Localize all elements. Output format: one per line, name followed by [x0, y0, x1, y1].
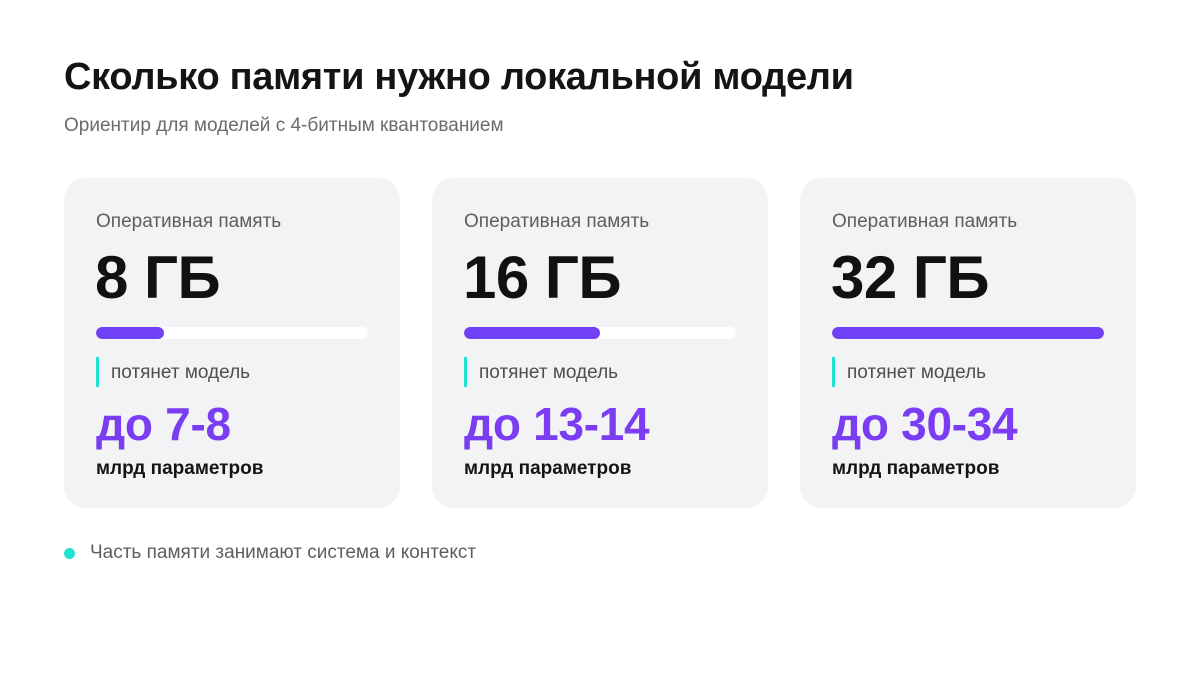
- footnote: Часть памяти занимают система и контекст: [64, 540, 476, 566]
- ram-label: Оперативная память: [464, 211, 650, 232]
- accent-line: [464, 357, 467, 387]
- page-title: Сколько памяти нужно локальной модели: [64, 56, 854, 98]
- accent-line: [832, 357, 835, 387]
- ram-amount: 32 ГБ: [831, 244, 990, 311]
- model-size-range: до 7-8: [96, 398, 231, 450]
- dot-icon: [64, 547, 75, 559]
- ram-bar-track: [832, 327, 1104, 339]
- footnote-text: Часть памяти занимают система и контекст: [90, 542, 477, 563]
- model-size-unit: млрд параметров: [96, 458, 264, 479]
- ram-bar-fill: [96, 327, 164, 339]
- ram-bar-fill: [464, 327, 600, 339]
- memory-card-32gb: Оперативная память 32 ГБ потянет модель …: [800, 178, 1136, 508]
- page-subtitle: Ориентир для моделей с 4-битным квантова…: [64, 115, 504, 136]
- model-size-range: до 30-34: [832, 398, 1018, 450]
- model-size-unit: млрд параметров: [832, 458, 1000, 479]
- model-caption: потянет модель: [479, 362, 619, 383]
- model-caption: потянет модель: [111, 362, 251, 383]
- model-size-range: до 13-14: [464, 398, 650, 450]
- ram-bar-fill: [832, 327, 1104, 339]
- ram-amount: 16 ГБ: [463, 244, 622, 311]
- accent-line: [96, 357, 99, 387]
- ram-label: Оперативная память: [96, 211, 282, 232]
- memory-cards: Оперативная память 8 ГБ потянет модель д…: [64, 178, 1136, 508]
- model-caption: потянет модель: [847, 362, 987, 383]
- memory-card-8gb: Оперативная память 8 ГБ потянет модель д…: [64, 178, 400, 508]
- ram-bar-track: [464, 327, 736, 339]
- memory-card-16gb: Оперативная память 16 ГБ потянет модель …: [432, 178, 768, 508]
- ram-bar-track: [96, 327, 368, 339]
- model-size-unit: млрд параметров: [464, 458, 632, 479]
- ram-amount: 8 ГБ: [95, 244, 221, 311]
- ram-label: Оперативная память: [832, 211, 1018, 232]
